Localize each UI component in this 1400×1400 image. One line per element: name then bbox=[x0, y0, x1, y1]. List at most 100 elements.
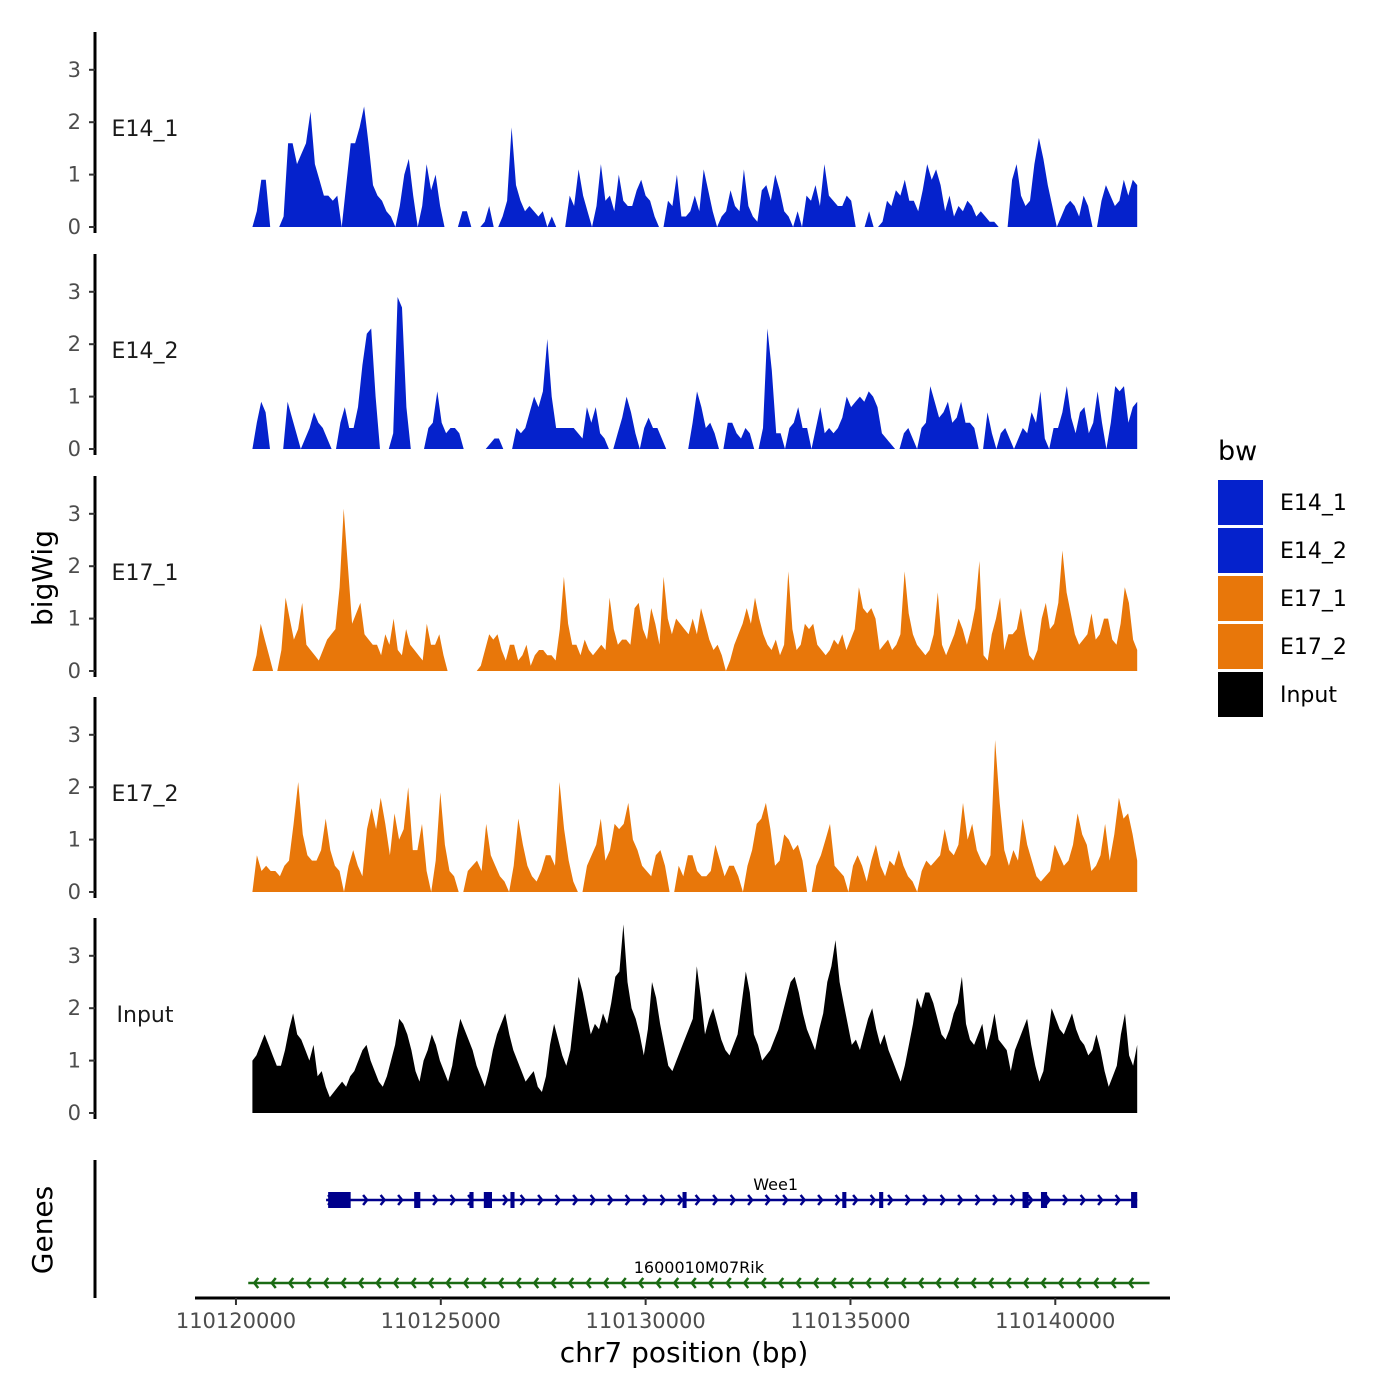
legend-key-e17-1 bbox=[1218, 576, 1263, 621]
y-tick-label: 2 bbox=[68, 996, 81, 1020]
strand-arrow bbox=[694, 1194, 702, 1206]
strand-arrow bbox=[952, 1277, 960, 1289]
strand-arrow bbox=[712, 1194, 719, 1206]
y-tick-label: 3 bbox=[68, 502, 81, 526]
strand-arrow bbox=[340, 1277, 347, 1289]
track-e17-1: 0 1 2 3 E17_1 bbox=[68, 476, 1138, 683]
genes-panel: Wee1 1600010M07Rik bbox=[93, 1160, 1150, 1298]
strand-arrow bbox=[392, 1277, 400, 1289]
x-tick-label: 110120000 bbox=[176, 1309, 296, 1333]
strand-arrow bbox=[812, 1277, 820, 1289]
exon bbox=[1131, 1192, 1138, 1208]
strand-arrow bbox=[305, 1277, 312, 1289]
strand-arrow bbox=[795, 1277, 802, 1289]
strand-arrow bbox=[410, 1277, 417, 1289]
strand-arrow bbox=[1057, 1277, 1065, 1289]
exon bbox=[1022, 1192, 1029, 1208]
track-e14-2: 0 1 2 3 E14_2 bbox=[68, 254, 1138, 461]
track-label-e17-2: E17_2 bbox=[112, 782, 179, 807]
strand-arrow bbox=[642, 1194, 649, 1206]
x-tick-label: 110135000 bbox=[790, 1309, 910, 1333]
area-e17-2 bbox=[252, 740, 1138, 892]
y-tick-label: 1 bbox=[68, 1049, 81, 1073]
strand-arrow bbox=[1092, 1277, 1100, 1289]
strand-arrow bbox=[992, 1194, 999, 1206]
area-input bbox=[252, 924, 1138, 1113]
exon bbox=[510, 1192, 515, 1208]
strand-arrow bbox=[567, 1277, 575, 1289]
y-tick-label: 2 bbox=[68, 332, 81, 356]
strand-arrow bbox=[799, 1194, 807, 1206]
strand-arrow bbox=[1005, 1277, 1012, 1289]
y-tick-label: 0 bbox=[68, 880, 81, 904]
strand-arrow bbox=[834, 1194, 842, 1206]
y-tick-label: 2 bbox=[68, 110, 81, 134]
strand-arrow bbox=[1075, 1277, 1082, 1289]
strand-arrow bbox=[379, 1194, 387, 1206]
x-axis-title: chr7 position (bp) bbox=[560, 1336, 809, 1369]
strand-arrow bbox=[957, 1194, 964, 1206]
x-tick-label: 110125000 bbox=[381, 1309, 501, 1333]
y-tick-label: 0 bbox=[68, 659, 81, 683]
strand-arrow bbox=[939, 1194, 947, 1206]
strand-arrow bbox=[817, 1194, 824, 1206]
track-label-input: Input bbox=[117, 1003, 174, 1028]
track-label-e14-1: E14_1 bbox=[112, 117, 179, 142]
strand-arrow bbox=[1110, 1277, 1117, 1289]
track-input: 0 1 2 3 Input bbox=[68, 918, 1138, 1125]
strand-arrow bbox=[624, 1194, 632, 1206]
strand-arrow bbox=[922, 1194, 929, 1206]
gene-1600010m07rik: 1600010M07Rik bbox=[248, 1258, 1150, 1289]
strand-arrow bbox=[462, 1277, 470, 1289]
strand-arrow bbox=[782, 1194, 789, 1206]
legend-label-e14-2: E14_2 bbox=[1280, 539, 1347, 564]
strand-arrow bbox=[655, 1277, 662, 1289]
strand-arrow bbox=[974, 1194, 982, 1206]
strand-arrow bbox=[900, 1277, 907, 1289]
area-e14-1 bbox=[252, 106, 1138, 227]
strand-arrow bbox=[1009, 1194, 1017, 1206]
y-tick-label: 1 bbox=[68, 828, 81, 852]
strand-arrow bbox=[357, 1277, 365, 1289]
strand-arrow bbox=[760, 1277, 767, 1289]
legend-label-input: Input bbox=[1280, 683, 1337, 708]
strand-arrow bbox=[672, 1277, 680, 1289]
legend-key-e17-2 bbox=[1218, 624, 1263, 669]
strand-arrow bbox=[427, 1277, 435, 1289]
strand-arrow bbox=[519, 1194, 527, 1206]
strand-arrow bbox=[917, 1277, 925, 1289]
y-tick-label: 2 bbox=[68, 775, 81, 799]
strand-arrow bbox=[602, 1277, 610, 1289]
legend-label-e17-1: E17_1 bbox=[1280, 587, 1347, 612]
strand-arrow bbox=[1040, 1277, 1047, 1289]
strand-arrow bbox=[847, 1277, 855, 1289]
y-axis-title: bigWig bbox=[26, 530, 59, 626]
strand-arrow bbox=[904, 1194, 912, 1206]
signal-tracks: 0 1 2 3 E14_1 0 1 2 3 E14_2 0 1 2 3 E17_1 0 1 2 3 E17_2 0 1 2 3… bbox=[68, 32, 1138, 1125]
strand-arrow bbox=[362, 1194, 369, 1206]
strand-arrow bbox=[777, 1277, 785, 1289]
gene-label-wee1: Wee1 bbox=[753, 1175, 798, 1194]
strand-arrow bbox=[287, 1277, 295, 1289]
strand-arrow bbox=[747, 1194, 754, 1206]
exon bbox=[879, 1192, 884, 1208]
y-tick-label: 3 bbox=[68, 723, 81, 747]
strand-arrow bbox=[742, 1277, 750, 1289]
strand-arrow bbox=[572, 1194, 579, 1206]
exon bbox=[842, 1192, 847, 1208]
y-tick-label: 3 bbox=[68, 280, 81, 304]
genes-panel-title: Genes bbox=[26, 1186, 59, 1274]
strand-arrow bbox=[497, 1277, 505, 1289]
strand-arrow bbox=[677, 1194, 684, 1206]
strand-arrow bbox=[869, 1194, 877, 1206]
y-tick-label: 3 bbox=[68, 58, 81, 82]
x-tick-label: 110140000 bbox=[995, 1309, 1115, 1333]
strand-arrow bbox=[887, 1194, 894, 1206]
track-label-e17-1: E17_1 bbox=[112, 561, 179, 586]
exon bbox=[414, 1192, 421, 1208]
exon bbox=[469, 1192, 474, 1208]
strand-arrow bbox=[1022, 1277, 1030, 1289]
exon bbox=[483, 1192, 493, 1208]
strand-arrow bbox=[830, 1277, 837, 1289]
strand-arrow bbox=[480, 1277, 487, 1289]
